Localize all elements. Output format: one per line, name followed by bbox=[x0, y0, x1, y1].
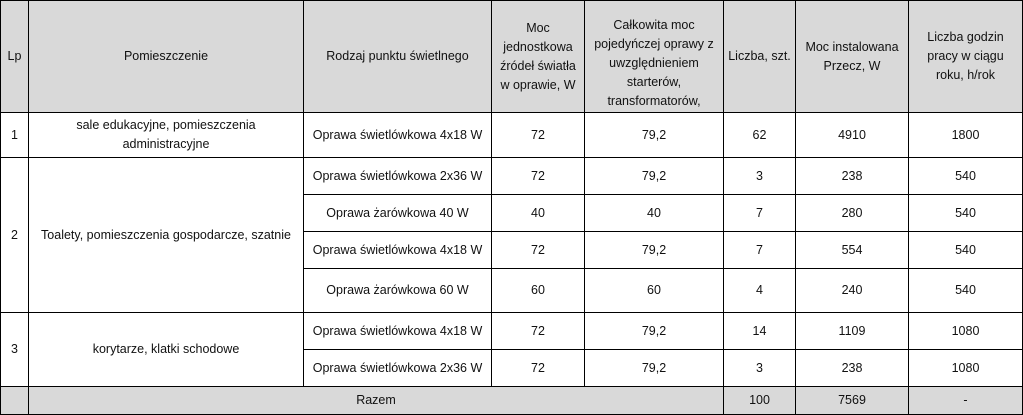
row-fixture: Oprawa świetlówkowa 4x18 W bbox=[303, 112, 492, 158]
total-hours: - bbox=[908, 386, 1023, 415]
row-count: 7 bbox=[723, 231, 796, 269]
row-fixture: Oprawa żarówkowa 40 W bbox=[303, 194, 492, 232]
table-row: Oprawa żarówkowa 40 W 40 40 7 280 540 bbox=[1, 194, 1023, 232]
row-total-power: 60 bbox=[584, 268, 724, 313]
row-total-power: 79,2 bbox=[584, 157, 724, 195]
row-count: 4 bbox=[723, 268, 796, 313]
row-unit-power: 72 bbox=[491, 312, 585, 350]
header-fixture-type: Rodzaj punktu świetlnego bbox=[303, 0, 492, 113]
row-installed: 238 bbox=[795, 349, 909, 387]
row-hours: 540 bbox=[908, 157, 1023, 195]
header-total-power-text: Całkowita moc pojedyńczej oprawy z uwzgl… bbox=[594, 17, 714, 108]
row-hours: 1080 bbox=[908, 312, 1023, 350]
row-fixture: Oprawa żarówkowa 60 W bbox=[303, 268, 492, 313]
row-count: 62 bbox=[723, 112, 796, 158]
total-row: Razem 100 7569 - bbox=[0, 386, 1023, 415]
header-room: Pomieszczenie bbox=[28, 0, 304, 113]
row-count: 7 bbox=[723, 194, 796, 232]
total-count: 100 bbox=[723, 386, 796, 415]
total-lp-cell bbox=[0, 386, 29, 415]
header-count: Liczba, szt. bbox=[723, 0, 796, 113]
row-installed: 1109 bbox=[795, 312, 909, 350]
row-unit-power: 72 bbox=[491, 349, 585, 387]
row-fixture: Oprawa świetlówkowa 4x18 W bbox=[303, 231, 492, 269]
table-row: Oprawa żarówkowa 60 W 60 60 4 240 540 bbox=[1, 268, 1023, 313]
row-installed: 280 bbox=[795, 194, 909, 232]
row-hours: 1800 bbox=[908, 112, 1023, 158]
header-lp: Lp bbox=[0, 0, 29, 113]
row-lp: 3 bbox=[0, 312, 29, 387]
header-row: Lp Pomieszczenie Rodzaj punktu świetlneg… bbox=[0, 0, 1023, 113]
row-room: Toalety, pomieszczenia gospodarcze, szat… bbox=[28, 157, 304, 313]
row-unit-power: 72 bbox=[491, 112, 585, 158]
row-hours: 1080 bbox=[908, 349, 1023, 387]
total-label: Razem bbox=[28, 386, 724, 415]
row-total-power: 79,2 bbox=[584, 112, 724, 158]
row-total-power: 79,2 bbox=[584, 312, 724, 350]
row-total-power: 40 bbox=[584, 194, 724, 232]
header-total-power: Całkowita moc pojedyńczej oprawy z uwzgl… bbox=[584, 0, 724, 113]
row-hours: 540 bbox=[908, 194, 1023, 232]
table-row: Oprawa świetlówkowa 4x18 W 72 79,2 7 554… bbox=[1, 231, 1023, 269]
row-installed: 554 bbox=[795, 231, 909, 269]
row-fixture: Oprawa świetlówkowa 2x36 W bbox=[303, 349, 492, 387]
row-total-power: 79,2 bbox=[584, 349, 724, 387]
row-lp: 2 bbox=[0, 157, 29, 313]
total-installed: 7569 bbox=[795, 386, 909, 415]
header-unit-power: Moc jednostkowa źródeł światła w oprawie… bbox=[491, 0, 585, 113]
row-unit-power: 40 bbox=[491, 194, 585, 232]
row-fixture: Oprawa świetlówkowa 4x18 W bbox=[303, 312, 492, 350]
row-installed: 238 bbox=[795, 157, 909, 195]
row-count: 3 bbox=[723, 157, 796, 195]
row-unit-power: 72 bbox=[491, 157, 585, 195]
row-hours: 540 bbox=[908, 231, 1023, 269]
row-total-power: 79,2 bbox=[584, 231, 724, 269]
table-row: 2 Toalety, pomieszczenia gospodarcze, sz… bbox=[0, 157, 1023, 313]
table-row: 3 korytarze, klatki schodowe Oprawa świe… bbox=[0, 312, 1023, 387]
row-room: sale edukacyjne, pomieszczenia administr… bbox=[28, 112, 304, 158]
row-fixture: Oprawa świetlówkowa 2x36 W bbox=[303, 157, 492, 195]
row-count: 14 bbox=[723, 312, 796, 350]
row-unit-power: 60 bbox=[491, 268, 585, 313]
row-lp: 1 bbox=[0, 112, 29, 158]
table-row: Oprawa świetlówkowa 2x36 W 72 79,2 3 238… bbox=[1, 349, 1023, 387]
header-hours: Liczba godzin pracy w ciągu roku, h/rok bbox=[908, 0, 1023, 113]
row-hours: 540 bbox=[908, 268, 1023, 313]
row-unit-power: 72 bbox=[491, 231, 585, 269]
table-row: 1 sale edukacyjne, pomieszczenia adminis… bbox=[0, 112, 1023, 158]
header-installed-power: Moc instalowana Przecz, W bbox=[795, 0, 909, 113]
row-installed: 240 bbox=[795, 268, 909, 313]
row-room: korytarze, klatki schodowe bbox=[28, 312, 304, 387]
row-count: 3 bbox=[723, 349, 796, 387]
row-installed: 4910 bbox=[795, 112, 909, 158]
